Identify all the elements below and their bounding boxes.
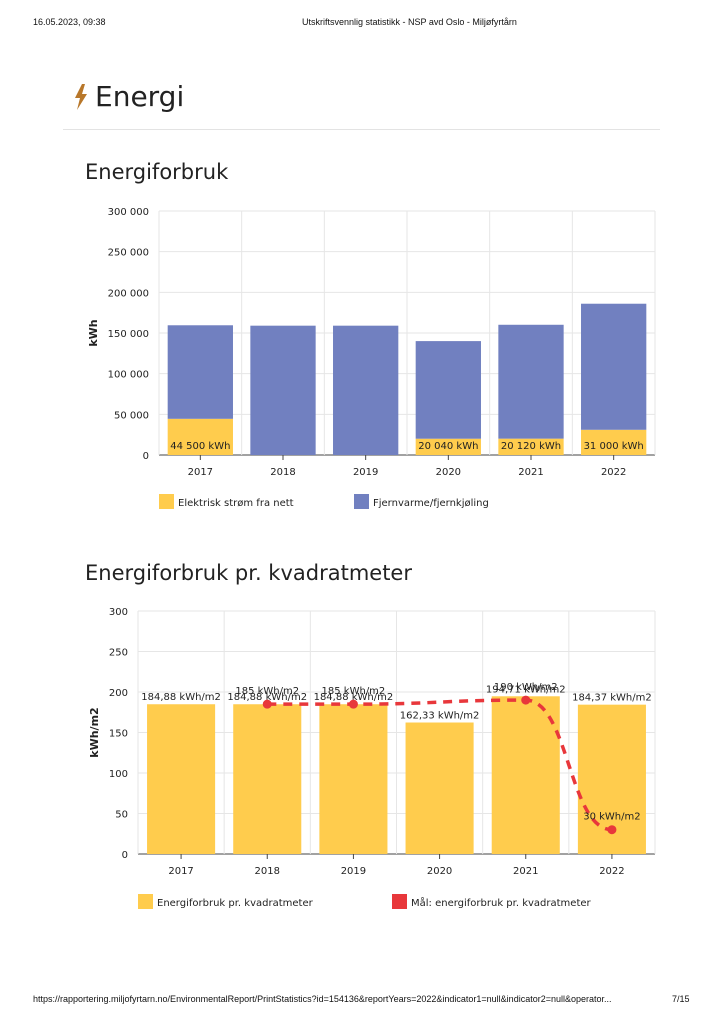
goal-label: 185 kWh/m2: [235, 686, 299, 697]
legend-label: Fjernvarme/fjernkjøling: [373, 498, 489, 509]
legend-swatch: [159, 494, 174, 509]
data-label: 20 040 kWh: [418, 441, 478, 452]
data-label: 20 120 kWh: [501, 441, 561, 452]
bar-2020-s0: [405, 722, 474, 854]
y-tick-label: 100 000: [108, 370, 149, 381]
x-tick-label: 2022: [599, 866, 624, 877]
legend-swatch: [392, 894, 407, 909]
bar-2019-s1: [333, 325, 399, 455]
bar-2019-s0: [319, 704, 388, 854]
print-date: 16.05.2023, 09:38: [33, 17, 106, 27]
goal-label: 30 kWh/m2: [583, 812, 640, 823]
divider: [63, 129, 660, 130]
y-tick-label: 300: [109, 607, 128, 618]
data-label: 184,88 kWh/m2: [227, 692, 307, 703]
x-tick-label: 2017: [168, 866, 193, 877]
bar-2021-s0: [491, 696, 560, 854]
bar-2020-s1: [415, 341, 481, 439]
print-title: Utskriftsvennlig statistikk - NSP avd Os…: [302, 17, 517, 27]
section-title: Energi: [73, 80, 184, 113]
x-tick-label: 2018: [255, 866, 280, 877]
x-tick-label: 2018: [270, 467, 295, 478]
legend-label: Mål: energiforbruk pr. kvadratmeter: [411, 896, 592, 909]
energy-chart: 0 50 000 100 000 150 000 200 000 250 000 300 0…: [87, 207, 656, 509]
x-tick-label: 2019: [353, 467, 378, 478]
y-tick-label: 300 000: [108, 207, 149, 218]
section-heading: Energi: [95, 80, 185, 113]
y-tick-label: 150 000: [108, 329, 149, 340]
y-tick-label: 250 000: [108, 248, 149, 259]
bar-2022-s0: [581, 429, 647, 455]
area-chart: 0 50 100 150 200 250 300 2017 2018 2019 2020 2021 20…: [88, 607, 656, 909]
legend-label: Elektrisk strøm fra nett: [178, 498, 294, 509]
x-tick-label: 2021: [518, 467, 543, 478]
x-tick-label: 2019: [341, 866, 366, 877]
y-tick-label: 0: [122, 850, 128, 861]
x-tick-label: 2021: [513, 866, 538, 877]
x-tick-label: 2022: [601, 467, 626, 478]
goal-label: 185 kWh/m2: [322, 686, 386, 697]
y-tick-label: 150: [109, 729, 128, 740]
data-label: 194,71 kWh/m2: [486, 684, 566, 695]
x-tick-label: 2020: [436, 467, 461, 478]
data-label: 184,37 kWh/m2: [572, 693, 652, 704]
y-tick-label: 200: [109, 688, 128, 699]
bar-2018-s1: [250, 325, 316, 455]
bar-2021-s1: [498, 324, 564, 439]
area-chart-title: Energiforbruk pr. kvadratmeter: [85, 561, 412, 585]
y-axis-label: kWh: [87, 319, 100, 346]
y-tick-label: 50: [115, 810, 128, 821]
y-axis-label: kWh/m2: [88, 707, 101, 757]
y-tick-label: 50 000: [114, 410, 149, 421]
goal-point: [521, 695, 531, 705]
x-tick-label: 2020: [427, 866, 452, 877]
legend-swatch: [354, 494, 369, 509]
print-url: https://rapportering.miljofyrtarn.no/Env…: [33, 994, 612, 1004]
data-label: 184,88 kWh/m2: [141, 692, 221, 703]
lightning-bolt-icon: [75, 83, 87, 110]
bar-2017-s0: [167, 418, 233, 455]
y-tick-label: 200 000: [108, 288, 149, 299]
y-tick-label: 250: [109, 648, 128, 659]
bar-2017-s0: [147, 704, 216, 854]
data-label: 44 500 kWh: [170, 441, 230, 452]
data-label: 31 000 kWh: [584, 441, 644, 452]
y-tick-label: 100: [109, 769, 128, 780]
y-tick-label: 0: [143, 451, 149, 462]
goal-point: [348, 699, 358, 709]
legend-swatch: [138, 894, 153, 909]
data-label: 184,88 kWh/m2: [314, 692, 394, 703]
goal-point: [607, 825, 617, 835]
goal-label: 190 kWh/m2: [494, 682, 558, 693]
x-tick-label: 2017: [188, 467, 213, 478]
bar-2018-s0: [233, 704, 302, 854]
goal-point: [262, 699, 272, 709]
page-number: 7/15: [672, 994, 690, 1004]
data-label: 162,33 kWh/m2: [400, 711, 480, 722]
energy-chart-title: Energiforbruk: [85, 160, 229, 184]
bar-2017-s1: [167, 325, 233, 419]
bar-2021-s0: [498, 438, 564, 455]
legend-label: Energiforbruk pr. kvadratmeter: [157, 898, 314, 909]
goal-line: [267, 698, 613, 832]
bar-2020-s0: [415, 438, 481, 455]
bar-2022-s1: [581, 303, 647, 430]
